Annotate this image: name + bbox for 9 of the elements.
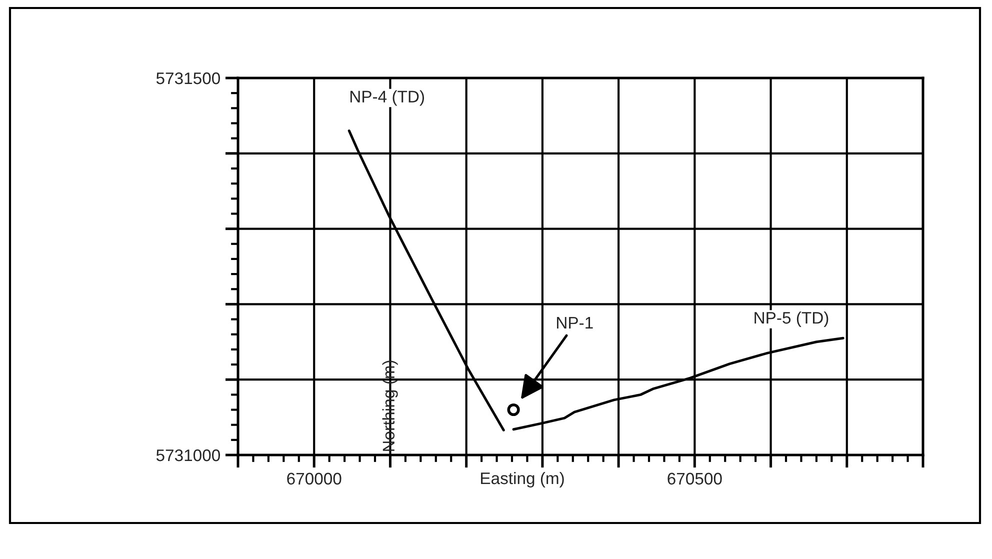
y-axis-title: Northing (m) bbox=[382, 360, 398, 451]
series-label: NP-5 (TD) bbox=[754, 311, 828, 328]
x-tick-label: 670000 bbox=[287, 472, 342, 485]
y-tick-label: 5731500 bbox=[156, 72, 220, 84]
x-tick-label: 670500 bbox=[668, 472, 722, 485]
series-label: NP-4 (TD) bbox=[350, 90, 424, 106]
text: NP-1 bbox=[557, 317, 593, 329]
y-tick-label: 5731000 bbox=[156, 449, 220, 462]
x-axis-title: Easting (m) bbox=[481, 472, 564, 488]
